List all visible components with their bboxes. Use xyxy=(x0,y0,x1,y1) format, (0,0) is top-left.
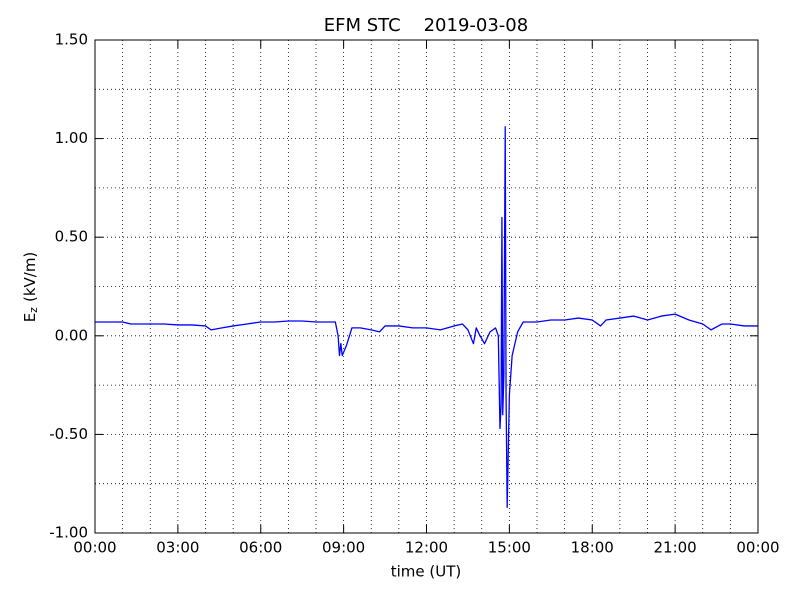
x-tick-label: 18:00 xyxy=(571,539,614,557)
x-tick-label: 06:00 xyxy=(239,539,282,557)
y-tick-label: 1.00 xyxy=(55,129,88,147)
y-label-unit: (kV/m) xyxy=(21,252,39,302)
x-tick-label: 15:00 xyxy=(488,539,531,557)
y-axis-label: Ez (kV/m) xyxy=(21,252,41,323)
chart-title: EFM STC 2019-03-08 xyxy=(324,15,528,36)
x-tick-label: 12:00 xyxy=(405,539,448,557)
x-tick-label: 03:00 xyxy=(156,539,199,557)
y-tick-label: -1.00 xyxy=(49,524,88,542)
x-axis-label: time (UT) xyxy=(391,563,462,581)
y-label-base: E xyxy=(21,313,39,322)
plot-frame xyxy=(94,39,759,534)
x-tick-label: 09:00 xyxy=(322,539,365,557)
y-tick-label: 0.00 xyxy=(55,326,88,344)
data-line xyxy=(95,126,758,509)
y-label-sub: z xyxy=(27,307,40,313)
y-tick-label: 1.50 xyxy=(55,31,88,49)
y-tick-label: 0.50 xyxy=(55,228,88,246)
y-tick-label: -0.50 xyxy=(49,425,88,443)
x-tick-label: 00:00 xyxy=(73,539,116,557)
x-tick-label: 00:00 xyxy=(736,539,779,557)
x-tick-label: 21:00 xyxy=(654,539,697,557)
